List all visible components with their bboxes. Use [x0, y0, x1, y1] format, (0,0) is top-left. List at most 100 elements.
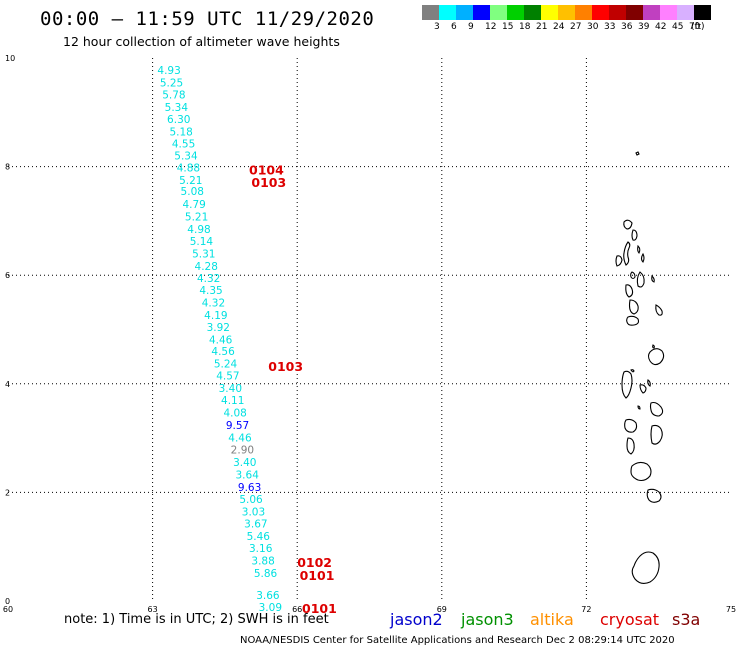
wave-height-label: 3.92 [207, 322, 230, 334]
wave-height-label: 5.25 [160, 77, 183, 89]
legend-label: 15 [502, 22, 514, 32]
x-tick-label: 72 [581, 605, 591, 614]
legend-swatch [541, 5, 558, 20]
legend-label: 27 [570, 22, 582, 32]
wave-height-label: 3.40 [219, 383, 242, 395]
wave-height-label: 4.98 [187, 224, 210, 236]
legend-label: 45 [672, 22, 684, 32]
legend-label: 6 [451, 22, 457, 32]
wave-height-label: 5.06 [239, 494, 263, 506]
legend-label: 3 [434, 22, 440, 32]
time-label: 0102 [297, 555, 332, 570]
wave-height-label: 2.90 [231, 445, 254, 457]
footnote: note: 1) Time is in UTC; 2) SWH is in fe… [64, 612, 329, 627]
wave-height-label: 3.64 [236, 469, 260, 481]
wave-height-label: 4.35 [199, 285, 222, 297]
axis-labels: 60 63 66 69 72 75 0 2 4 6 8 10 [3, 54, 736, 614]
island-outline [631, 229, 638, 241]
y-tick-label: 2 [5, 488, 10, 497]
wave-height-label: 3.66 [256, 590, 280, 602]
time-label: 0104 [249, 162, 284, 177]
island-outline [628, 299, 639, 315]
legend-swatch [422, 5, 439, 20]
satellite-s3a: s3a [672, 610, 701, 629]
island-outline [639, 384, 647, 394]
wave-height-label: 3.16 [249, 543, 273, 555]
map-title: 00:00 – 11:59 UTC 11/29/2020 [40, 8, 375, 30]
wave-height-label: 3.09 [259, 602, 282, 614]
x-tick-label: 75 [726, 605, 736, 614]
island-outline [637, 244, 641, 254]
island-outline [625, 284, 634, 298]
island-outline [630, 369, 635, 373]
legend-label: 70 [689, 22, 701, 32]
legend-swatch [507, 5, 524, 20]
wave-height-label: 5.08 [181, 186, 204, 198]
legend-swatch [609, 5, 626, 20]
y-tick-label: 4 [5, 380, 10, 389]
legend-swatch [473, 5, 490, 20]
island-outline [637, 405, 641, 410]
island-outline [655, 304, 663, 316]
wave-height-label: 5.34 [174, 151, 198, 163]
color-scale-legend [422, 5, 711, 20]
island-outline [635, 151, 640, 156]
wave-height-label: 5.24 [214, 359, 238, 371]
legend-label: 39 [638, 22, 650, 32]
legend-swatch [626, 5, 643, 20]
island-outline [623, 241, 631, 266]
wave-height-label: 5.31 [192, 248, 215, 260]
wave-height-label: 3.03 [242, 506, 265, 518]
time-label: 0103 [268, 359, 303, 374]
credit-line: NOAA/NESDIS Center for Satellite Applica… [240, 635, 675, 646]
legend-swatch [456, 5, 473, 20]
island-outline [650, 424, 663, 445]
y-tick-label: 10 [5, 54, 15, 63]
wave-height-label: 4.32 [202, 297, 225, 309]
wave-height-label: 4.57 [216, 371, 239, 383]
legend-label: 33 [604, 22, 616, 32]
wave-height-label: 4.28 [195, 261, 218, 273]
legend-label: 18 [519, 22, 531, 32]
map-subtitle: 12 hour collection of altimeter wave hei… [63, 34, 340, 49]
wave-height-label: 4.46 [228, 433, 252, 445]
x-tick-label: 60 [3, 605, 13, 614]
wave-height-label: 5.21 [179, 175, 202, 187]
island-outline [615, 255, 623, 267]
island-outline [651, 274, 655, 283]
wave-height-label: 4.08 [223, 408, 246, 420]
legend-swatch [558, 5, 575, 20]
x-tick-label: 63 [148, 605, 158, 614]
island-outline [631, 551, 660, 585]
x-tick-label: 69 [437, 605, 447, 614]
island-outline [646, 488, 662, 503]
island-outline [626, 315, 640, 326]
wave-height-label: 4.46 [209, 334, 233, 346]
wave-height-label: 5.18 [169, 126, 192, 138]
legend-label: 9 [468, 22, 474, 32]
island-outline [626, 437, 635, 455]
time-label: 0101 [300, 568, 335, 583]
wave-height-label: 4.93 [157, 65, 180, 77]
wave-height-label: 4.19 [204, 310, 227, 322]
legend-swatch [575, 5, 592, 20]
wave-height-label: 5.46 [247, 531, 271, 543]
island-outline [652, 344, 655, 349]
island-outline [636, 271, 645, 288]
wave-height-label: 9.63 [238, 482, 261, 494]
wave-height-label: 4.55 [172, 138, 195, 150]
island-outline [623, 219, 633, 230]
island-outline [624, 418, 638, 433]
legend-swatch [660, 5, 677, 20]
wave-height-label: 4.88 [177, 163, 200, 175]
color-scale-labels: 3 6 9 12 15 18 21 24 27 30 33 36 39 42 45 70 (ft) [422, 22, 740, 34]
satellite-altika: altika [530, 610, 574, 629]
map-grid [8, 58, 731, 601]
legend-swatch [643, 5, 660, 20]
island-outline [630, 461, 652, 482]
y-tick-label: 6 [5, 271, 10, 280]
island-outline [647, 379, 651, 387]
satellite-jason3: jason3 [461, 610, 514, 629]
satellite-jason2: jason2 [390, 610, 443, 629]
